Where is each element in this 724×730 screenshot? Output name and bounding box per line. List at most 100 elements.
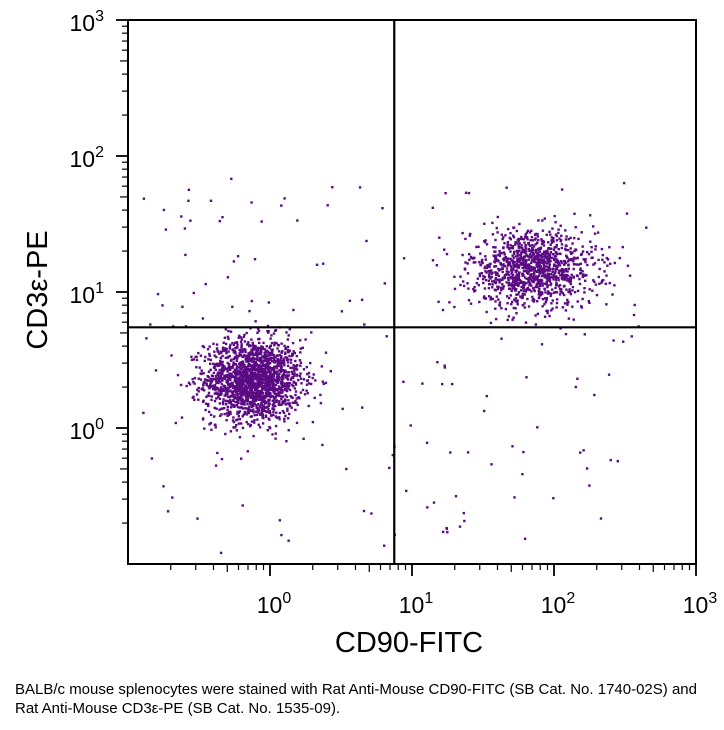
event-point: [538, 287, 541, 290]
event-point: [240, 391, 243, 394]
event-point: [197, 390, 200, 393]
event-point: [258, 341, 261, 345]
event-point: [240, 338, 244, 341]
plot-frame: [127, 19, 697, 565]
event-point: [552, 248, 556, 251]
event-point: [567, 277, 570, 281]
plot-border: [127, 19, 697, 565]
event-point: [232, 343, 235, 347]
event-point: [256, 367, 259, 370]
event-point: [270, 356, 273, 359]
event-point: [555, 252, 559, 256]
event-point: [290, 354, 294, 357]
event-point: [268, 377, 271, 380]
event-point: [193, 398, 196, 401]
event-point: [239, 398, 243, 402]
event-point: [276, 347, 279, 350]
event-point: [251, 347, 255, 351]
event-point: [534, 323, 538, 326]
event-point: [273, 361, 276, 364]
event-point: [264, 355, 267, 358]
event-point: [574, 248, 577, 251]
event-point: [618, 256, 621, 260]
event-point: [540, 281, 543, 285]
event-point: [562, 293, 566, 297]
event-point: [211, 375, 215, 378]
event-point: [282, 384, 285, 387]
y-tick-label-base: 10: [70, 282, 96, 308]
event-point: [528, 253, 532, 256]
event-point: [497, 267, 500, 271]
event-point: [269, 358, 272, 361]
event-point: [257, 409, 261, 412]
event-point: [238, 352, 241, 355]
event-point: [511, 273, 515, 277]
event-point: [551, 307, 554, 310]
event-point: [271, 353, 275, 356]
event-point: [278, 411, 282, 415]
event-point: [611, 293, 614, 296]
event-point: [251, 357, 255, 360]
event-point: [223, 336, 227, 339]
event-point: [248, 359, 251, 362]
event-point: [289, 378, 293, 381]
event-point: [255, 397, 259, 400]
event-point: [513, 287, 516, 290]
event-point: [287, 539, 290, 542]
x-axis-label: CD90-FITC: [335, 627, 483, 659]
event-point: [492, 254, 495, 257]
event-point: [196, 517, 199, 520]
event-point: [507, 227, 510, 231]
event-point: [588, 301, 591, 304]
event-point: [249, 357, 252, 360]
event-point: [239, 379, 242, 382]
event-point: [253, 382, 256, 385]
event-point: [516, 299, 519, 302]
event-point: [557, 276, 560, 280]
event-point: [510, 289, 513, 293]
event-point: [268, 353, 272, 356]
event-point: [512, 276, 515, 279]
event-point: [208, 345, 211, 348]
event-point: [250, 396, 253, 399]
event-point: [221, 400, 225, 404]
event-point: [480, 258, 484, 262]
event-point: [250, 360, 253, 363]
event-point: [268, 357, 272, 360]
event-point: [441, 308, 445, 312]
event-point: [245, 356, 248, 360]
event-point: [287, 334, 290, 337]
event-point: [171, 496, 174, 499]
event-point: [277, 350, 281, 353]
event-point: [223, 374, 226, 377]
event-point: [287, 374, 291, 377]
event-point: [555, 276, 558, 280]
event-point: [567, 238, 570, 241]
event-point: [505, 281, 508, 284]
event-point: [385, 335, 388, 338]
event-point: [238, 417, 242, 421]
event-point: [225, 376, 228, 379]
event-point: [286, 348, 289, 352]
event-point: [519, 295, 522, 298]
event-point: [275, 399, 279, 402]
event-point: [195, 358, 199, 362]
event-point: [560, 246, 563, 250]
event-point: [246, 403, 249, 406]
event-point: [563, 268, 567, 272]
event-point: [579, 451, 582, 454]
event-point: [548, 269, 551, 272]
event-point: [554, 221, 557, 224]
event-point: [493, 260, 496, 263]
event-point: [280, 384, 283, 387]
event-point: [473, 290, 476, 293]
event-point: [255, 362, 259, 366]
event-point: [274, 328, 278, 332]
event-point: [545, 233, 548, 236]
event-point: [240, 345, 243, 348]
event-point: [515, 293, 518, 296]
event-point: [383, 282, 386, 285]
event-point: [528, 263, 531, 267]
event-point: [540, 268, 543, 271]
event-point: [281, 395, 285, 398]
